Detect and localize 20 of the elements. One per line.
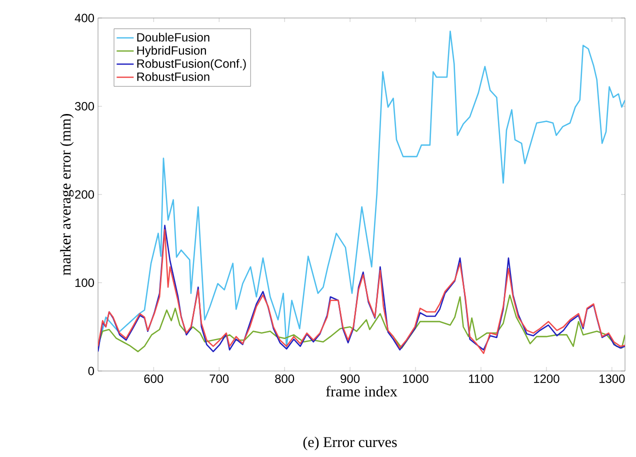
x-tick-label: 600 [144,374,164,383]
x-tick-label: 1100 [469,374,494,383]
legend-label: HybridFusion [137,46,206,58]
x-tick-label: 1000 [403,374,428,383]
y-tick-label: 400 [74,14,94,22]
y-tick-label: 100 [75,278,94,287]
x-tick-label: 1300 [600,374,625,383]
y-axis-title: marker average error (mm) [60,114,74,276]
y-tick-label: 0 [88,366,94,376]
legend-label: RobustFusion [137,72,210,81]
x-tick-label: 700 [210,374,229,383]
x-axis-title: frame index [326,386,398,396]
legend-label: DoubleFusion [137,32,210,42]
y-tick-label: 300 [74,102,94,110]
x-tick-label: 800 [275,374,294,383]
legend-label: RobustFusion(Conf.) [137,59,246,70]
text: (e) Error curves [303,436,397,450]
x-tick-label: 900 [340,374,360,383]
x-tick-label: 1200 [534,374,560,383]
y-tick-label: 200 [75,190,94,199]
